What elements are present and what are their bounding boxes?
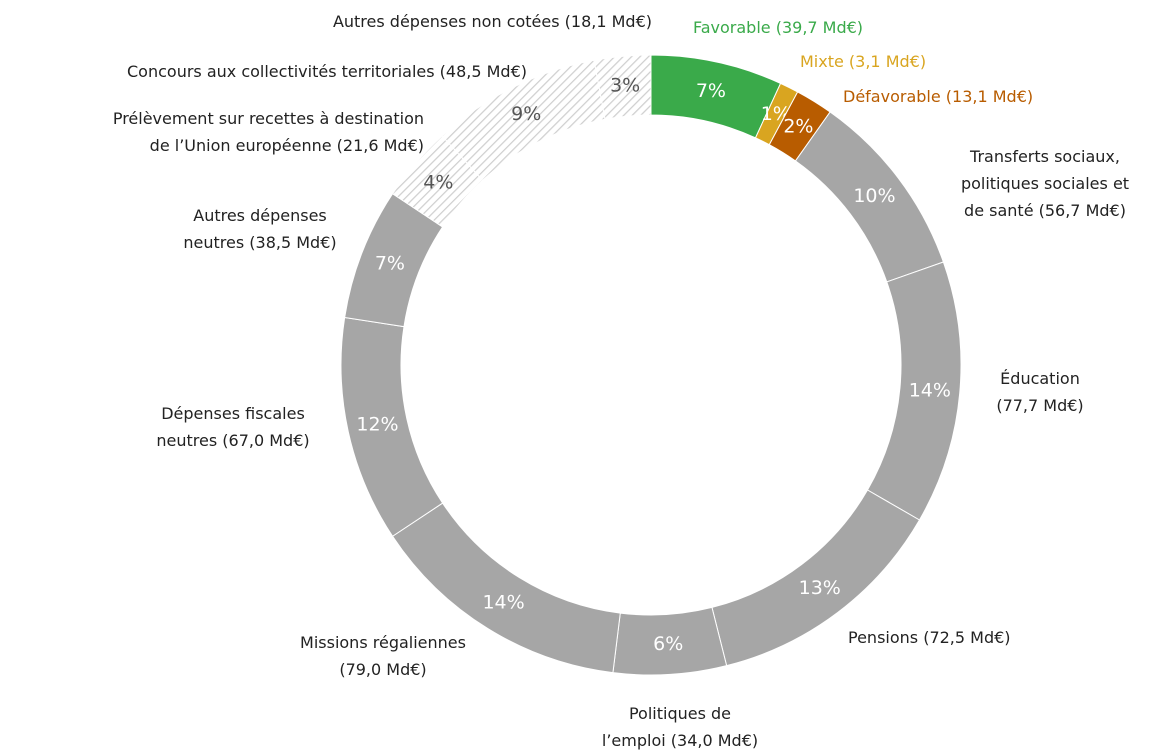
category-label: Pensions (72,5 Md€) <box>848 628 1011 647</box>
value-label: 2% <box>783 115 813 137</box>
category-label: Autres dépenses non cotées (18,1 Md€) <box>332 12 652 31</box>
value-label: 9% <box>511 103 541 125</box>
value-label: 10% <box>853 185 895 207</box>
category-label: Défavorable (13,1 Md€) <box>843 87 1034 106</box>
value-label: 4% <box>423 171 453 193</box>
value-label: 3% <box>610 75 640 97</box>
donut-segment <box>593 54 652 120</box>
value-label: 13% <box>799 577 841 599</box>
value-label: 14% <box>482 592 524 614</box>
category-label: Transferts sociaux, politiques sociales … <box>960 147 1130 220</box>
value-label: 12% <box>356 413 398 435</box>
value-label: 14% <box>909 379 951 401</box>
category-label: Missions régaliennes (79,0 Md€) <box>300 633 466 679</box>
value-label: 7% <box>696 80 726 102</box>
category-label: Éducation (77,7 Md€) <box>996 369 1084 415</box>
category-label: Mixte (3,1 Md€) <box>800 52 927 71</box>
value-label: 7% <box>375 252 405 274</box>
category-label: Dépenses fiscales neutres (67,0 Md€) <box>156 404 310 450</box>
category-label: Prélèvement sur recettes à destination d… <box>112 109 424 155</box>
category-label: Autres dépenses neutres (38,5 Md€) <box>183 206 337 252</box>
category-label: Favorable (39,7 Md€) <box>693 18 864 37</box>
value-label: 6% <box>653 633 683 655</box>
category-label: Politiques de l’emploi (34,0 Md€) <box>601 704 759 750</box>
category-label: Concours aux collectivités territoriales… <box>127 62 527 81</box>
